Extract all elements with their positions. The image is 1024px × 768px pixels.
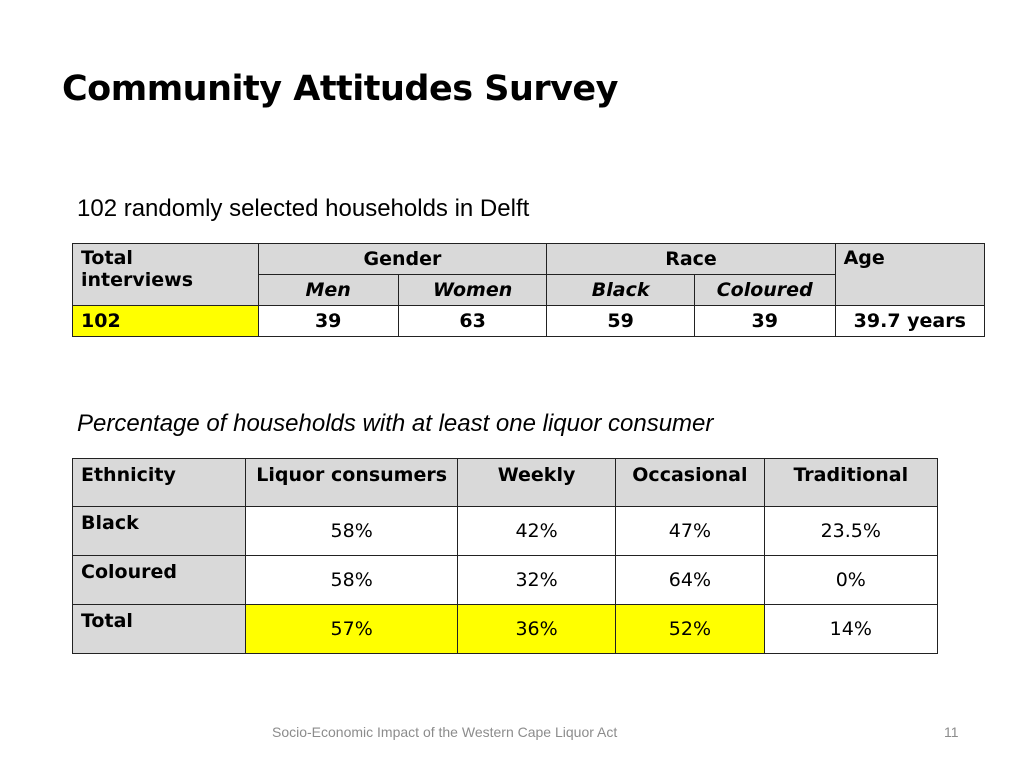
table-row: 102 39 63 59 39 39.7 years: [72, 305, 986, 337]
liquor-consumers-cell: 57%: [245, 604, 458, 654]
weekly-cell: 36%: [456, 604, 617, 654]
black-value: 59: [546, 305, 695, 337]
table-row: Coloured 58% 32% 64% 0%: [71, 555, 939, 605]
traditional-cell: 14%: [763, 604, 939, 654]
weekly-cell: 32%: [456, 555, 617, 605]
total-interviews-value: 102: [72, 305, 259, 337]
slide-footer: Socio-Economic Impact of the Western Cap…: [272, 724, 618, 740]
traditional-cell: 23.5%: [763, 506, 939, 556]
occasional-header: Occasional: [615, 458, 765, 507]
table-row: Total 57% 36% 52% 14%: [71, 604, 939, 654]
gender-header: Gender: [257, 243, 548, 275]
ethnicity-label: Coloured: [71, 555, 247, 605]
ethnicity-header: Ethnicity: [71, 458, 247, 507]
total-interviews-header: Total interviews: [72, 243, 259, 306]
traditional-header: Traditional: [763, 458, 939, 507]
men-value: 39: [257, 305, 399, 337]
table-row: Black 58% 42% 47% 23.5%: [71, 506, 939, 556]
coloured-header: Coloured: [693, 274, 836, 306]
slide-title: Community Attitudes Survey: [62, 69, 619, 109]
occasional-cell: 47%: [615, 506, 765, 556]
men-header: Men: [257, 274, 399, 306]
weekly-header: Weekly: [456, 458, 617, 507]
ethnicity-label: Total: [71, 604, 247, 654]
women-header: Women: [397, 274, 548, 306]
page-number: 11: [944, 724, 959, 740]
age-header: Age: [834, 243, 986, 306]
households-subtitle: 102 randomly selected households in Delf…: [77, 195, 530, 222]
liquor-consumers-cell: 58%: [245, 555, 458, 605]
liquor-consumer-table: Ethnicity Liquor consumers Weekly Occasi…: [71, 458, 939, 654]
ethnicity-label: Black: [71, 506, 247, 556]
age-value: 39.7 years: [834, 305, 986, 337]
women-value: 63: [397, 305, 548, 337]
households-table: Total interviews Gender Race Age Men Wom…: [72, 243, 986, 337]
table-subheader-row: Men Women Black Coloured: [73, 274, 985, 306]
occasional-cell: 52%: [615, 604, 765, 654]
race-header: Race: [546, 243, 836, 275]
weekly-cell: 42%: [456, 506, 617, 556]
table-header-row: Total interviews Gender Race Age: [72, 243, 986, 306]
coloured-value: 39: [693, 305, 836, 337]
traditional-cell: 0%: [763, 555, 939, 605]
occasional-cell: 64%: [615, 555, 765, 605]
liquor-consumers-header: Liquor consumers: [245, 458, 458, 507]
liquor-subtitle: Percentage of households with at least o…: [77, 410, 714, 437]
liquor-consumers-cell: 58%: [245, 506, 458, 556]
table-header-row: Ethnicity Liquor consumers Weekly Occasi…: [71, 458, 939, 507]
black-header: Black: [546, 274, 695, 306]
